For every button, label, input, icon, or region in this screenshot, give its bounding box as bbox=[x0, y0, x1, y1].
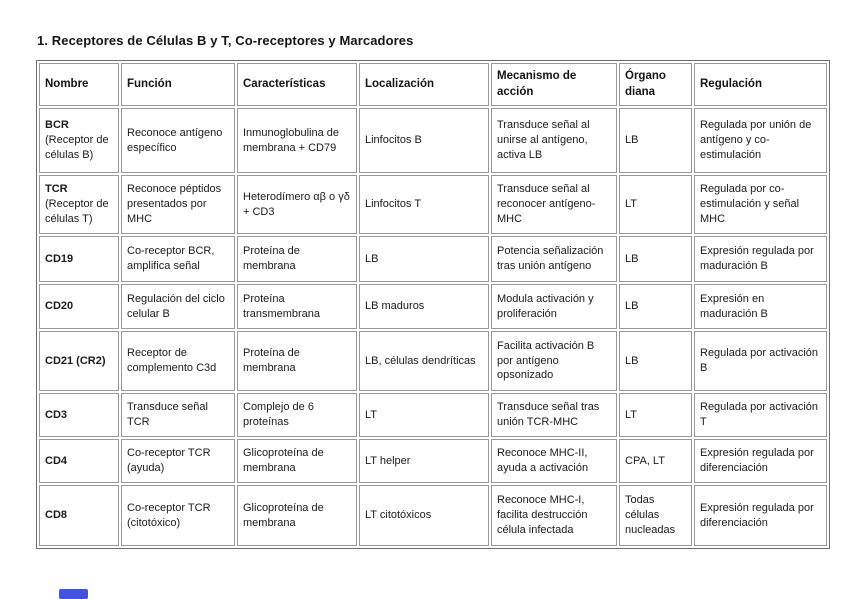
cell-organo: CPA, LT bbox=[619, 439, 692, 483]
cell-regulacion: Regulada por activación T bbox=[694, 393, 827, 437]
col-header-funcion: Función bbox=[121, 63, 235, 106]
cell-regulacion: Regulada por activación B bbox=[694, 331, 827, 391]
receptor-table: Nombre Función Características Localizac… bbox=[36, 60, 830, 549]
cell-organo: LT bbox=[619, 393, 692, 437]
page-title: 1. Receptores de Células B y T, Co-recep… bbox=[37, 33, 414, 48]
receptor-name: CD3 bbox=[45, 408, 68, 421]
cell-caracteristicas: Glicoproteína de membrana bbox=[237, 485, 357, 546]
table-row: CD19 Co-receptor BCR, amplifica señal Pr… bbox=[39, 236, 827, 282]
table-row: TCR (Receptor de células T) Reconoce pép… bbox=[39, 175, 827, 234]
col-header-mecanismo: Mecanismo de acción bbox=[491, 63, 617, 106]
cell-nombre: BCR (Receptor de células B) bbox=[39, 108, 119, 173]
cell-caracteristicas: Complejo de 6 proteínas bbox=[237, 393, 357, 437]
cell-organo: LT bbox=[619, 175, 692, 234]
cell-nombre: CD4 bbox=[39, 439, 119, 483]
cell-caracteristicas: Proteína de membrana bbox=[237, 236, 357, 282]
cell-mecanismo: Transduce señal al reconocer antígeno-MH… bbox=[491, 175, 617, 234]
cell-nombre: CD8 bbox=[39, 485, 119, 546]
receptor-name: TCR bbox=[45, 183, 68, 196]
col-header-localizacion: Localización bbox=[359, 63, 489, 106]
cell-funcion: Transduce señal TCR bbox=[121, 393, 235, 437]
table-row: CD8 Co-receptor TCR (citotóxico) Glicopr… bbox=[39, 485, 827, 546]
receptor-name: BCR bbox=[45, 119, 69, 132]
cell-mecanismo: Transduce señal tras unión TCR-MHC bbox=[491, 393, 617, 437]
cell-funcion: Reconoce péptidos presentados por MHC bbox=[121, 175, 235, 234]
cell-localizacion: LB, células dendríticas bbox=[359, 331, 489, 391]
cell-organo: LB bbox=[619, 284, 692, 329]
table-row: CD21 (CR2) Receptor de complemento C3d P… bbox=[39, 331, 827, 391]
cell-regulacion: Expresión en maduración B bbox=[694, 284, 827, 329]
cell-caracteristicas: Proteína de membrana bbox=[237, 331, 357, 391]
cell-localizacion: LT citotóxicos bbox=[359, 485, 489, 546]
cell-localizacion: LB bbox=[359, 236, 489, 282]
receptor-name: CD21 (CR2) bbox=[45, 354, 106, 367]
cutoff-blue-element bbox=[59, 589, 88, 599]
cell-funcion: Co-receptor TCR (citotóxico) bbox=[121, 485, 235, 546]
cell-regulacion: Regulada por unión de antígeno y co-esti… bbox=[694, 108, 827, 173]
table-row: CD4 Co-receptor TCR (ayuda) Glicoproteín… bbox=[39, 439, 827, 483]
cell-regulacion: Expresión regulada por maduración B bbox=[694, 236, 827, 282]
receptor-name: CD20 bbox=[45, 300, 74, 313]
col-header-caracteristicas: Características bbox=[237, 63, 357, 106]
cell-funcion: Receptor de complemento C3d bbox=[121, 331, 235, 391]
receptor-name: CD4 bbox=[45, 454, 68, 467]
table-row: CD3 Transduce señal TCR Complejo de 6 pr… bbox=[39, 393, 827, 437]
receptor-name-sub: (Receptor de células T) bbox=[45, 198, 109, 225]
cell-nombre: CD21 (CR2) bbox=[39, 331, 119, 391]
cell-regulacion: Expresión regulada por diferenciación bbox=[694, 439, 827, 483]
cell-mecanismo: Reconoce MHC-I, facilita destrucción cél… bbox=[491, 485, 617, 546]
cell-localizacion: LT helper bbox=[359, 439, 489, 483]
cell-caracteristicas: Heterodímero αβ o γδ + CD3 bbox=[237, 175, 357, 234]
cell-funcion: Co-receptor TCR (ayuda) bbox=[121, 439, 235, 483]
cell-mecanismo: Reconoce MHC-II, ayuda a activación bbox=[491, 439, 617, 483]
cell-nombre: CD3 bbox=[39, 393, 119, 437]
col-header-regulacion: Regulación bbox=[694, 63, 827, 106]
receptor-name: CD8 bbox=[45, 509, 68, 522]
receptor-name-sub: (Receptor de células B) bbox=[45, 134, 109, 161]
cell-nombre: CD20 bbox=[39, 284, 119, 329]
cell-localizacion: Linfocitos T bbox=[359, 175, 489, 234]
cell-organo: LB bbox=[619, 236, 692, 282]
cell-organo: Todas células nucleadas bbox=[619, 485, 692, 546]
cell-localizacion: LB maduros bbox=[359, 284, 489, 329]
cell-funcion: Co-receptor BCR, amplifica señal bbox=[121, 236, 235, 282]
cell-caracteristicas: Inmunoglobulina de membrana + CD79 bbox=[237, 108, 357, 173]
cell-nombre: TCR (Receptor de células T) bbox=[39, 175, 119, 234]
cell-caracteristicas: Proteína transmembrana bbox=[237, 284, 357, 329]
cell-mecanismo: Facilita activación B por antígeno opson… bbox=[491, 331, 617, 391]
col-header-nombre: Nombre bbox=[39, 63, 119, 106]
table-header-row: Nombre Función Características Localizac… bbox=[39, 63, 827, 106]
cell-regulacion: Regulada por co-estimulación y señal MHC bbox=[694, 175, 827, 234]
cell-localizacion: LT bbox=[359, 393, 489, 437]
cell-localizacion: Linfocitos B bbox=[359, 108, 489, 173]
cell-mecanismo: Potencia señalización tras unión antígen… bbox=[491, 236, 617, 282]
table-row: CD20 Regulación del ciclo celular B Prot… bbox=[39, 284, 827, 329]
cell-organo: LB bbox=[619, 108, 692, 173]
cell-nombre: CD19 bbox=[39, 236, 119, 282]
receptor-name: CD19 bbox=[45, 252, 74, 265]
cell-caracteristicas: Glicoproteína de membrana bbox=[237, 439, 357, 483]
cell-funcion: Regulación del ciclo celular B bbox=[121, 284, 235, 329]
table-row: BCR (Receptor de células B) Reconoce ant… bbox=[39, 108, 827, 173]
cell-mecanismo: Modula activación y proliferación bbox=[491, 284, 617, 329]
cell-funcion: Reconoce antígeno específico bbox=[121, 108, 235, 173]
cell-regulacion: Expresión regulada por diferenciación bbox=[694, 485, 827, 546]
cell-mecanismo: Transduce señal al unirse al antígeno, a… bbox=[491, 108, 617, 173]
cell-organo: LB bbox=[619, 331, 692, 391]
col-header-organo: Órgano diana bbox=[619, 63, 692, 106]
